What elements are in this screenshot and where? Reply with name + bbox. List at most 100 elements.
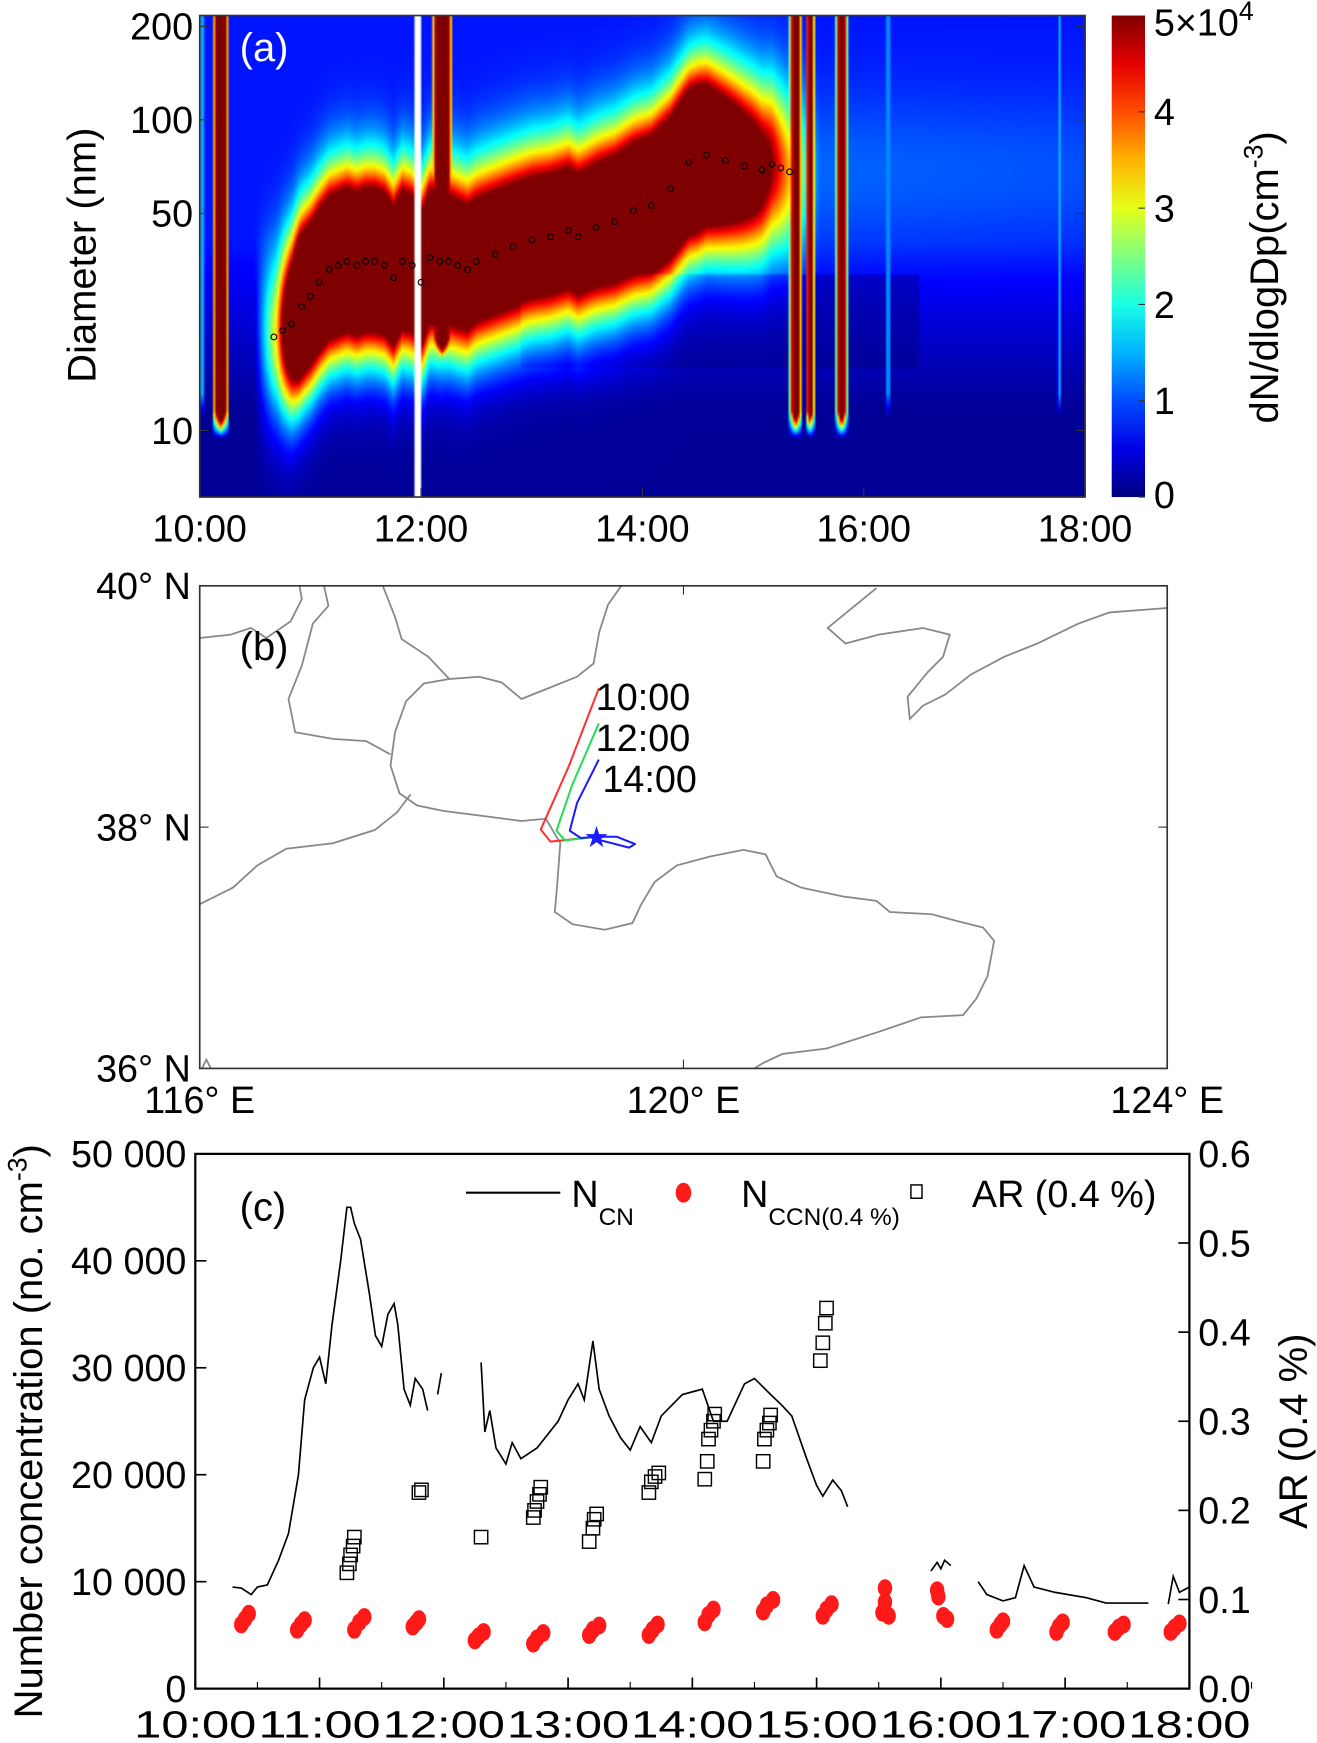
size-distribution-heatmap xyxy=(199,15,1086,498)
ar-point xyxy=(345,1538,361,1554)
panel-a-ticks: 10:00 12:00 14:00 16:00 18:00 10 50 100 200 xyxy=(130,6,1132,550)
ar-point xyxy=(473,1529,489,1545)
nccn-point xyxy=(1172,1614,1187,1633)
y-tick-label: 20 000 xyxy=(71,1454,186,1496)
nccn-point xyxy=(939,1610,955,1628)
lat-tick-label: 38° N xyxy=(96,806,191,848)
ar-point xyxy=(707,1406,723,1422)
nccn-point xyxy=(1116,1615,1131,1634)
nccn-point xyxy=(877,1593,893,1611)
mode-diameter-point xyxy=(315,278,323,286)
mode-diameter-point xyxy=(298,303,305,311)
ncn-line-segment xyxy=(232,1206,429,1596)
panel-c-y2-axis-label: AR (0.4 %) xyxy=(1272,1334,1316,1529)
mode-diameter-point xyxy=(547,233,554,241)
mode-diameter-point xyxy=(353,261,361,269)
colorbar-tick-label: 2 xyxy=(1154,284,1175,326)
y2-tick-label: 0.6 xyxy=(1198,1133,1250,1175)
x-tick-label: 14:00 xyxy=(595,507,689,549)
y-tick-label: 10 xyxy=(151,410,193,452)
mode-diameter-point xyxy=(472,258,480,265)
y2-tick-label: 0.0 xyxy=(1198,1668,1250,1710)
nccn-point xyxy=(765,1590,781,1609)
mode-diameter-point xyxy=(362,258,370,265)
panel-b-label: (b) xyxy=(240,625,289,669)
panel-b-frame xyxy=(198,584,1169,1070)
ar-point xyxy=(815,1335,831,1351)
ar-point xyxy=(339,1565,355,1581)
mode-diameter-point xyxy=(306,293,314,300)
y-tick-label: 50 xyxy=(151,193,193,235)
x-tick-label: 17:00 xyxy=(1004,1703,1126,1743)
panel-a-label: (a) xyxy=(240,26,289,70)
legend-nccn-marker xyxy=(675,1182,692,1203)
ar-point xyxy=(651,1465,667,1481)
mode-diameter-point xyxy=(426,254,434,262)
coastline-bohai-shandong xyxy=(389,585,996,1070)
mode-diameter-point xyxy=(445,258,453,265)
trajectory-label-12: 12:00 xyxy=(596,717,690,759)
x-tick-label: 10:00 xyxy=(134,1703,256,1743)
x-tick-label: 18:00 xyxy=(1128,1703,1250,1743)
y-tick-label: 30 000 xyxy=(71,1347,186,1389)
mode-diameter-point xyxy=(630,207,637,215)
colorbar-tick-label: 3 xyxy=(1154,187,1175,229)
panel-a-y-axis-label: Diameter (nm) xyxy=(60,128,104,383)
ncn-line-segment xyxy=(436,1372,443,1395)
ncn-line-segment xyxy=(480,1340,849,1508)
nccn-point xyxy=(411,1610,427,1628)
border-line-1 xyxy=(199,793,412,906)
ar-point xyxy=(527,1503,542,1518)
x-tick-label: 14:00 xyxy=(631,1703,753,1743)
ncn-line-segment xyxy=(1167,1573,1190,1605)
mode-diameter-point xyxy=(464,265,471,273)
ncn-line-segment xyxy=(930,1558,952,1572)
ar-point xyxy=(703,1422,719,1438)
ar-point xyxy=(755,1453,771,1469)
ar-point xyxy=(346,1529,362,1545)
ar-series xyxy=(339,1300,834,1581)
ar-point xyxy=(817,1315,833,1331)
panel-c-label: (c) xyxy=(240,1185,287,1229)
x-tick-label: 12:00 xyxy=(383,1703,505,1743)
panel-c-concentration-timeseries: 10:00 11:00 12:00 13:00 14:00 15:00 16:00 17:00… xyxy=(3,1133,1316,1743)
ar-point xyxy=(647,1469,663,1484)
mode-diameter-markers xyxy=(270,151,794,341)
nccn-point xyxy=(476,1623,491,1641)
ar-point xyxy=(589,1506,605,1522)
mode-diameter-point xyxy=(334,261,342,269)
mode-diameter-point xyxy=(454,261,462,269)
mode-diameter-point xyxy=(398,258,406,265)
y-tick-label: 0 xyxy=(165,1668,186,1710)
ar-point xyxy=(699,1453,715,1469)
legend-ncn-label: NCN xyxy=(571,1173,633,1231)
nccn-point xyxy=(881,1607,896,1625)
x-tick-label: 13:00 xyxy=(507,1703,629,1743)
y2-tick-label: 0.5 xyxy=(1198,1222,1250,1264)
nccn-point xyxy=(241,1604,256,1623)
mode-diameter-point xyxy=(685,158,693,166)
x-tick-label: 11:00 xyxy=(259,1703,381,1743)
trajectory-label-10: 10:00 xyxy=(596,676,690,718)
mode-diameter-point xyxy=(777,164,785,172)
trajectory-1200 xyxy=(555,722,600,842)
mode-diameter-point xyxy=(647,202,655,209)
ar-point xyxy=(641,1485,657,1500)
legend: NCN NCCN(0.4 %) AR (0.4 %) xyxy=(466,1173,1156,1231)
lon-tick-label: 124° E xyxy=(1110,1079,1224,1121)
site-star-icon: ★ xyxy=(583,822,609,854)
mode-diameter-point xyxy=(270,333,278,341)
ar-point xyxy=(812,1353,828,1369)
legend-nccn-label: NCCN(0.4 %) xyxy=(741,1173,900,1231)
trajectory-1000 xyxy=(539,688,600,843)
mode-diameter-point xyxy=(592,224,600,231)
mode-diameter-point xyxy=(574,233,582,241)
ar-point xyxy=(701,1431,716,1447)
back-trajectories xyxy=(539,688,637,849)
legend-ar-marker xyxy=(910,1184,923,1199)
trajectory-1400 xyxy=(568,759,637,849)
mode-diameter-point xyxy=(666,185,674,193)
